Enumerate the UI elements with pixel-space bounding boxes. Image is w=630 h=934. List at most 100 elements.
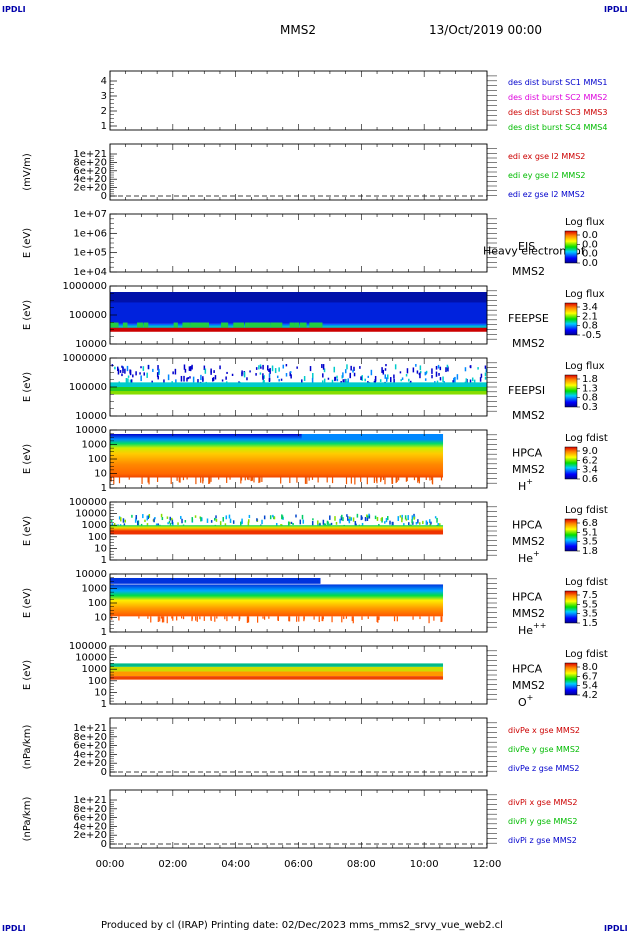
feeps-ion-speckle	[268, 369, 270, 372]
y-axis-label: (nPa/km)	[22, 725, 33, 770]
hpca-he-speckle	[347, 516, 349, 521]
hpca-he-speckle	[167, 522, 169, 525]
hpca-h-fringe	[331, 477, 334, 484]
feeps-ion-speckle	[353, 372, 356, 377]
hpca-h-fringe	[376, 477, 378, 484]
hpca-he2-fringe	[257, 616, 259, 623]
feeps-ion-speckle	[213, 370, 215, 373]
feeps-ion-speckle	[210, 370, 212, 375]
hpca-he-speckle	[411, 515, 414, 520]
spacecraft-label: MMS2	[512, 463, 545, 476]
y-tick-label: 100	[88, 532, 107, 543]
feeps-ion-speckle	[266, 365, 269, 371]
feeps-ion-speckle	[346, 364, 348, 370]
feeps-ion-speckle	[186, 377, 188, 382]
y-tick-label: 2e+20	[73, 183, 107, 194]
instrument-label: FEEPSI	[508, 384, 545, 397]
y-tick-label: 4e+20	[73, 749, 107, 760]
hpca-he2-fringe	[412, 616, 414, 620]
hpca-he-speckle	[184, 520, 187, 523]
hpca-he2-fringe	[195, 616, 197, 621]
hpca-o-red	[110, 676, 444, 680]
feeps-ion-speckle	[303, 376, 306, 381]
hpca-he-speckle	[146, 515, 149, 521]
y-tick-label: 100	[88, 598, 107, 609]
hpca-he-speckle	[214, 517, 216, 521]
feeps-ion-speckle	[289, 371, 292, 374]
feeps-ion-speckle	[187, 377, 189, 380]
feeps-ion-speckle	[129, 379, 132, 384]
hpca-he2-fringe	[238, 616, 240, 622]
feeps-ion-speckle	[393, 378, 395, 384]
feeps-ion-speckle	[122, 367, 124, 374]
feeps-ion-speckle	[289, 371, 291, 377]
hpca-he-speckle	[281, 514, 283, 520]
feeps-ion-speckle	[309, 366, 312, 372]
feeps-green-patch	[239, 322, 245, 328]
hpca-he-speckle	[417, 519, 419, 524]
hpca-h-fringe	[259, 477, 261, 483]
hpca-he-speckle	[229, 518, 232, 523]
y-tick-label: 3	[101, 91, 107, 102]
feeps-ion-speckle	[479, 377, 482, 382]
y-axis-label: E (eV)	[22, 228, 33, 258]
feeps-ion-speckle	[353, 366, 355, 371]
feeps-ion-speckle	[340, 381, 342, 384]
y-tick-label: 1000000	[62, 281, 107, 292]
hpca-h-fringe	[289, 477, 291, 484]
feeps-green-patch	[143, 322, 149, 328]
hpca-he2-fringe	[343, 616, 345, 620]
feeps-ion-speckle	[425, 372, 427, 375]
hpca-h-fringe	[413, 477, 416, 481]
hpca-he-speckle	[142, 514, 144, 519]
feeps-ion-speckle	[231, 373, 234, 376]
hpca-h-fringe	[246, 477, 249, 480]
hpca-h-fringe	[210, 477, 212, 482]
hpca-h-fringe	[350, 477, 352, 484]
feeps-ion-speckle	[469, 365, 472, 368]
hpca-he2-fringe	[147, 616, 149, 619]
feeps-ion-speckle	[258, 365, 260, 370]
overlay-label: Heavy electron tof	[483, 245, 586, 258]
hpca-he-speckle	[295, 514, 297, 518]
y-tick-label: 10	[94, 687, 107, 698]
hpca-he-speckle	[113, 522, 116, 526]
hpca-he2-fringe	[393, 616, 396, 622]
feeps-green-patch	[110, 322, 119, 328]
hpca-he2-fringe	[161, 616, 164, 623]
hpca-he-speckle	[354, 521, 357, 526]
legend-entry: des dist burst SC4 MMS4	[508, 123, 607, 132]
hpca-he-speckle	[346, 514, 348, 517]
feeps-ion-speckle	[142, 366, 145, 371]
hpca-he2-fringe	[199, 616, 201, 620]
y-tick-label: 100000	[69, 382, 107, 393]
feeps-ion-speckle	[323, 378, 326, 384]
species-label: He++	[518, 621, 546, 637]
colorbar-tick-label: 0.8	[582, 321, 598, 332]
feeps-ion-speckle	[203, 365, 206, 371]
legend-entry: edi ex gse l2 MMS2	[508, 152, 585, 161]
hpca-he2-spectrum	[110, 584, 444, 617]
feeps-green-patch	[233, 322, 240, 328]
corner-label-bl: IPDLI	[2, 924, 26, 933]
x-tick-label: 02:00	[158, 859, 187, 870]
hpca-h-fringe	[431, 477, 433, 481]
hpca-he-speckle	[154, 517, 156, 520]
y-tick-label: 6e+20	[73, 741, 107, 752]
hpca-he-speckle	[387, 516, 389, 521]
hpca-he-speckle	[147, 515, 149, 520]
hpca-he-speckle	[194, 515, 197, 518]
hpca-h-fringe	[391, 477, 393, 484]
colorbar-tick-label: 5.4	[582, 681, 598, 692]
hpca-he-speckle	[181, 518, 183, 524]
feeps-ion-speckle	[415, 364, 417, 367]
hpca-he2-fringe	[361, 616, 363, 620]
feeps-ion-lime	[110, 391, 487, 395]
colorbar-tick-label: 1.5	[582, 618, 598, 629]
hpca-he-speckle	[348, 518, 351, 524]
y-tick-label: 8e+20	[73, 732, 107, 743]
feeps-ion-speckle	[374, 375, 377, 382]
hpca-he-speckle	[161, 517, 164, 521]
hpca-h-fringe	[306, 477, 308, 484]
